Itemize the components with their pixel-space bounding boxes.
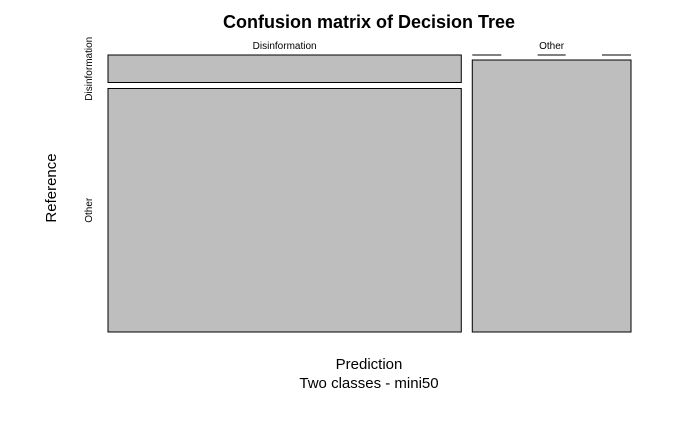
column-label-disinformation: Disinformation bbox=[253, 41, 317, 52]
row-labels: Disinformation Other bbox=[84, 37, 95, 223]
column-label-other: Other bbox=[539, 41, 565, 52]
row-label-other: Other bbox=[84, 197, 95, 223]
column-labels: Disinformation Other bbox=[253, 41, 631, 56]
x-axis-label: Prediction bbox=[336, 356, 403, 373]
tiles bbox=[107, 54, 632, 333]
tile-pred-disinformation-ref-other bbox=[107, 87, 462, 333]
tile-pred-disinformation-ref-disinformation bbox=[107, 54, 462, 83]
tile-pred-other-ref-other bbox=[471, 59, 632, 333]
row-label-disinformation: Disinformation bbox=[84, 37, 95, 101]
y-axis-label: Reference bbox=[43, 153, 60, 222]
chart-title: Confusion matrix of Decision Tree bbox=[223, 12, 515, 32]
x-axis-sublabel: Two classes - mini50 bbox=[299, 375, 438, 392]
